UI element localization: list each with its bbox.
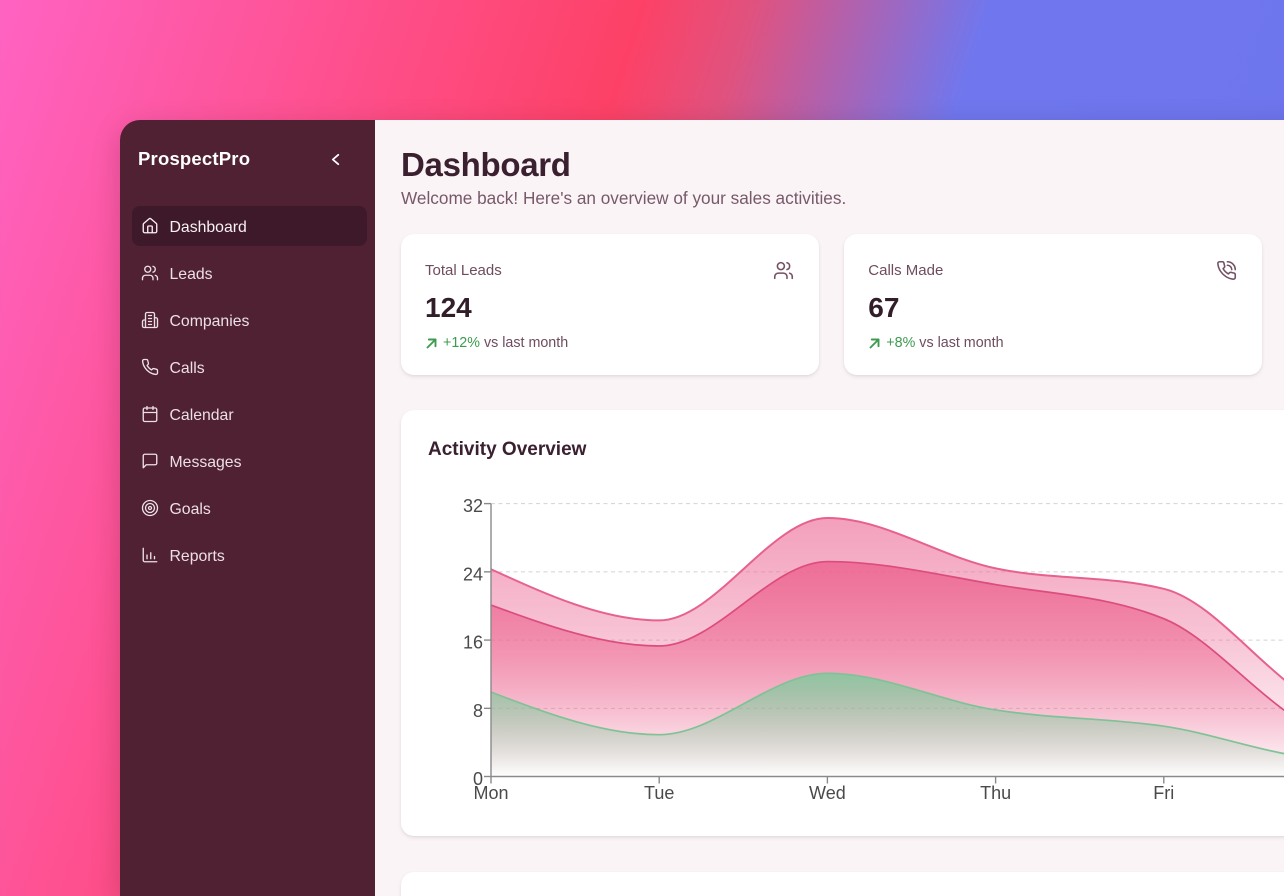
- svg-text:Wed: Wed: [809, 783, 846, 803]
- svg-text:Thu: Thu: [980, 783, 1011, 803]
- svg-text:Tue: Tue: [644, 783, 674, 803]
- svg-text:24: 24: [463, 564, 483, 584]
- svg-text:32: 32: [463, 496, 483, 516]
- svg-text:Mon: Mon: [473, 783, 508, 803]
- svg-text:Fri: Fri: [1153, 783, 1174, 803]
- svg-text:0: 0: [473, 769, 483, 789]
- svg-text:8: 8: [473, 701, 483, 721]
- svg-text:16: 16: [463, 633, 483, 653]
